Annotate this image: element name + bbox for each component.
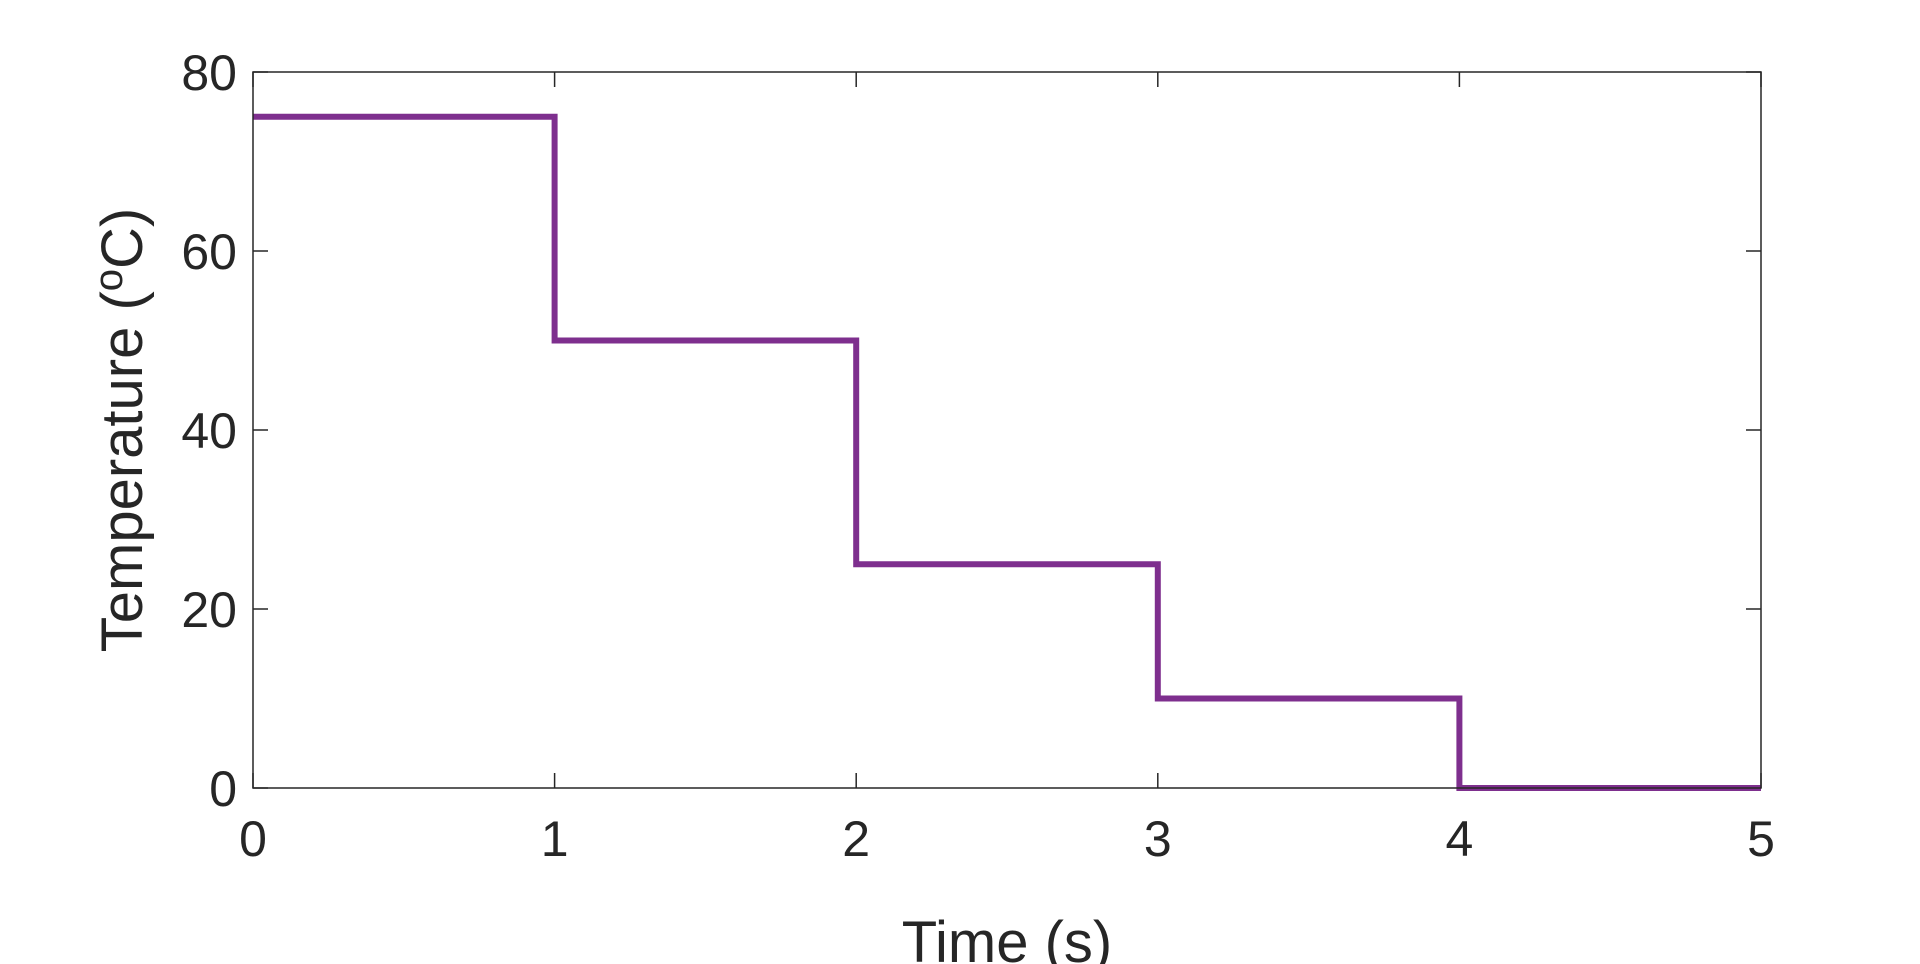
plot-frame — [252, 71, 1762, 789]
y-axis-label-tail: C) — [90, 208, 155, 269]
y-axis-label: Temperature (oC) — [87, 208, 155, 652]
y-tick-label: 0 — [209, 761, 237, 817]
y-tick-label: 40 — [181, 403, 237, 459]
y-tick-labels: 0 20 40 60 80 — [181, 45, 237, 817]
x-tick-label: 5 — [1747, 811, 1775, 867]
y-tick-label: 80 — [181, 45, 237, 101]
x-tick-label: 0 — [239, 811, 267, 867]
plot-area — [253, 72, 1761, 788]
y-tick-label: 20 — [181, 582, 237, 638]
x-tick-labels: 0 1 2 3 4 5 — [239, 811, 1775, 867]
x-tick-label: 3 — [1144, 811, 1172, 867]
series-line — [253, 113, 1761, 791]
x-axis-label: Time (s) — [902, 910, 1112, 964]
series-layer — [253, 113, 1761, 791]
x-tick-label: 4 — [1445, 811, 1473, 867]
y-axis-label-main: Temperature ( — [90, 291, 155, 652]
x-tick-label: 2 — [842, 811, 870, 867]
y-tick-label: 60 — [181, 224, 237, 280]
x-tick-label: 1 — [541, 811, 569, 867]
y-axis-label-superscript: o — [87, 269, 131, 291]
